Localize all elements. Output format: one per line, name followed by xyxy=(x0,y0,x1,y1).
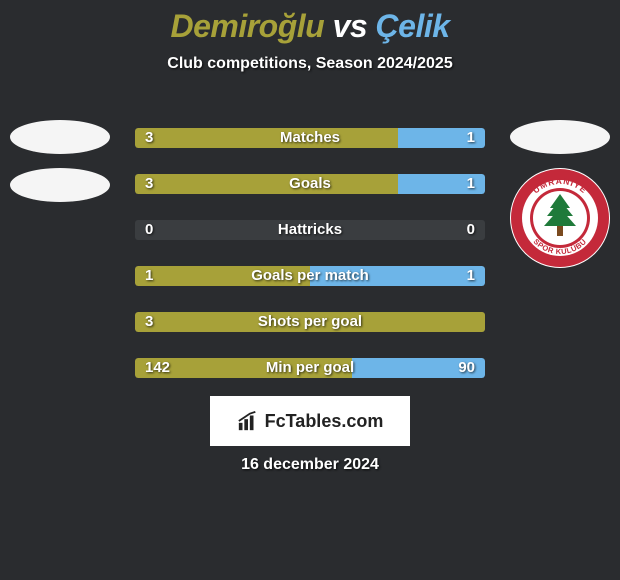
bar-left-fill xyxy=(135,312,485,332)
bar-track xyxy=(135,312,485,332)
bar-track xyxy=(135,128,485,148)
left-badge-2 xyxy=(10,168,110,202)
brand-text: FcTables.com xyxy=(265,411,384,432)
bar-value-left: 1 xyxy=(145,266,153,286)
bar-track xyxy=(135,266,485,286)
bar-track xyxy=(135,174,485,194)
brand-logo: FcTables.com xyxy=(210,396,410,446)
bar-value-left: 3 xyxy=(145,174,153,194)
bar-track xyxy=(135,358,485,378)
comparison-title: Demiroğlu vs Çelik xyxy=(0,0,620,45)
bar-track xyxy=(135,220,485,240)
bar-value-left: 3 xyxy=(145,312,153,332)
bar-value-left: 0 xyxy=(145,220,153,240)
bar-value-left: 3 xyxy=(145,128,153,148)
bar-left-fill xyxy=(135,266,310,286)
stat-row: Shots per goal3 xyxy=(135,312,485,332)
club-badge: UMRANIYE SPOR KULÜBÜ xyxy=(510,168,610,268)
vs-text: vs xyxy=(333,8,368,44)
club-badge-svg: UMRANIYE SPOR KULÜBÜ xyxy=(510,168,610,268)
stat-row: Hattricks00 xyxy=(135,220,485,240)
right-badge-1 xyxy=(510,120,610,154)
bar-value-right: 0 xyxy=(467,220,475,240)
bar-value-right: 1 xyxy=(467,128,475,148)
bar-value-right: 90 xyxy=(458,358,475,378)
chart-icon xyxy=(237,410,259,432)
bar-left-fill xyxy=(135,128,398,148)
left-badge-column xyxy=(10,120,110,202)
stat-row: Goals per match11 xyxy=(135,266,485,286)
stat-row: Min per goal14290 xyxy=(135,358,485,378)
left-badge-1 xyxy=(10,120,110,154)
bar-value-right: 1 xyxy=(467,174,475,194)
subtitle: Club competitions, Season 2024/2025 xyxy=(0,55,620,73)
stat-bars: Matches31Goals31Hattricks00Goals per mat… xyxy=(135,128,485,378)
stat-row: Matches31 xyxy=(135,128,485,148)
player2-name: Çelik xyxy=(376,8,450,44)
bar-value-right: 1 xyxy=(467,266,475,286)
footer-date: 16 december 2024 xyxy=(0,456,620,474)
bar-value-left: 142 xyxy=(145,358,170,378)
bar-right-fill xyxy=(310,266,485,286)
stat-row: Goals31 xyxy=(135,174,485,194)
right-badge-column: UMRANIYE SPOR KULÜBÜ xyxy=(510,120,610,268)
bar-left-fill xyxy=(135,174,398,194)
player1-name: Demiroğlu xyxy=(170,8,324,44)
